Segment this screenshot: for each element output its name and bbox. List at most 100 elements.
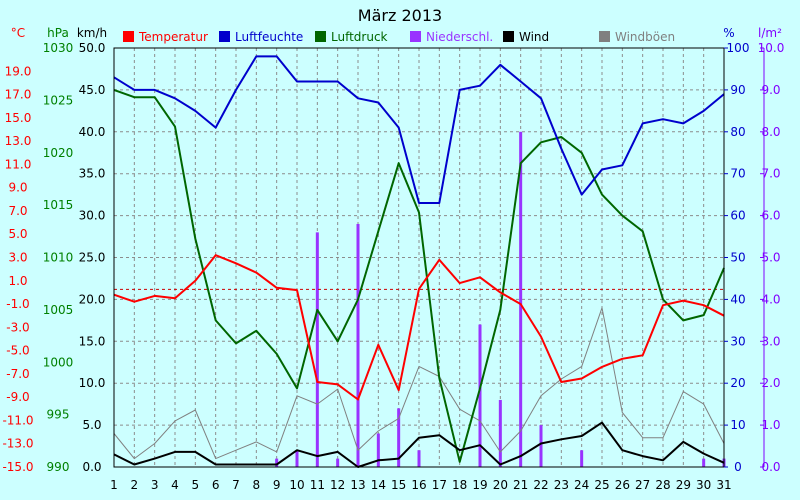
legend: Temperatur Luftfeuchte Luftdruck Niederschl… — [123, 30, 675, 44]
wind-tick-label-10: 0.0 — [82, 460, 101, 474]
x-tick-label-27: 27 — [635, 478, 650, 492]
x-tick-label-23: 23 — [554, 478, 569, 492]
rain-unit-label: l/m² — [758, 26, 782, 40]
hum-tick-label-5: 50 — [730, 251, 745, 265]
rain-bar-day-19 — [478, 324, 482, 467]
rain-bar-day-16 — [417, 450, 421, 467]
press-tick-label-4: 1010 — [43, 251, 74, 265]
rain-bar-day-22 — [539, 425, 543, 467]
series-line-temperatur — [113, 254, 725, 401]
legend-label-niederschl-: Niederschl. — [426, 30, 493, 44]
x-tick-label-10: 10 — [289, 478, 304, 492]
rain-bar-day-11 — [315, 232, 319, 467]
series-line-luftfeuchte — [113, 55, 725, 204]
temp-tick-label-11: -3.0 — [6, 320, 29, 334]
wind-tick-label-4: 30.0 — [79, 209, 106, 223]
x-tick-label-6: 6 — [212, 478, 220, 492]
wind-tick-label-9: 5.0 — [82, 418, 101, 432]
hum-tick-label-3: 70 — [730, 167, 745, 181]
x-tick-label-12: 12 — [330, 478, 345, 492]
temp-tick-label-16: -13.0 — [2, 437, 33, 451]
press-tick-label-6: 1000 — [43, 355, 74, 369]
wind-unit-label: km/h — [77, 26, 107, 40]
grid — [113, 47, 725, 468]
press-unit-label: hPa — [47, 26, 69, 40]
x-tick-label-2: 2 — [131, 478, 139, 492]
temp-tick-label-1: 17.0 — [5, 88, 32, 102]
temp-tick-label-13: -7.0 — [6, 367, 29, 381]
wind-tick-label-5: 25.0 — [79, 251, 106, 265]
rain-tick-label-4: 6.0 — [761, 209, 780, 223]
temp-unit-label: °C — [11, 26, 25, 40]
press-tick-label-0: 1030 — [43, 41, 74, 55]
series-line-wind — [113, 421, 725, 468]
x-tick-label-11: 11 — [310, 478, 325, 492]
hum-tick-label-2: 80 — [730, 125, 745, 139]
legend-label-luftfeuchte: Luftfeuchte — [235, 30, 303, 44]
rain-tick-label-7: 3.0 — [761, 334, 780, 348]
legend-swatch-wind — [503, 31, 514, 42]
legend-swatch-windb-en — [599, 31, 610, 42]
wind-tick-label-0: 50.0 — [79, 41, 106, 55]
x-tick-label-25: 25 — [594, 478, 609, 492]
temp-tick-label-17: -15.0 — [2, 460, 33, 474]
series-line-luftdruck — [113, 88, 725, 463]
press-tick-label-1: 1025 — [43, 93, 74, 107]
x-tick-label-3: 3 — [151, 478, 159, 492]
hum-tick-label-9: 10 — [730, 418, 745, 432]
rain-tick-label-1: 9.0 — [761, 83, 780, 97]
rain-bar-day-14 — [376, 433, 380, 467]
x-tick-label-7: 7 — [232, 478, 240, 492]
x-tick-label-16: 16 — [411, 478, 426, 492]
legend-label-wind: Wind — [519, 30, 549, 44]
legend-swatch-luftfeuchte — [219, 31, 230, 42]
press-tick-label-7: 995 — [47, 408, 70, 422]
chart-title: März 2013 — [358, 6, 442, 25]
temp-tick-label-10: -1.0 — [6, 297, 29, 311]
x-tick-label-30: 30 — [696, 478, 711, 492]
hum-tick-label-10: 0 — [734, 460, 742, 474]
rain-tick-label-10: 0.0 — [761, 460, 780, 474]
wind-tick-label-6: 20.0 — [79, 292, 106, 306]
x-axis: 1 2 3 4 5 6 7 8 9 10 11 12 13 14 15 16 17 18 19 20 21 22 23 24 2… — [110, 478, 731, 492]
wind-tick-label-2: 40.0 — [79, 125, 106, 139]
x-tick-label-17: 17 — [432, 478, 447, 492]
temp-tick-label-4: 11.0 — [5, 157, 32, 171]
rain-tick-label-5: 5.0 — [761, 251, 780, 265]
wind-tick-label-1: 45.0 — [79, 83, 106, 97]
series-line-windb-en — [113, 307, 725, 460]
hum-tick-label-0: 100 — [727, 41, 750, 55]
x-tick-label-9: 9 — [273, 478, 281, 492]
legend-swatch-luftdruck — [315, 31, 326, 42]
legend-swatch-temperatur — [123, 31, 134, 42]
legend-swatch-niederschl- — [410, 31, 421, 42]
hum-tick-label-8: 20 — [730, 376, 745, 390]
wind-tick-label-3: 35.0 — [79, 167, 106, 181]
x-tick-label-14: 14 — [371, 478, 386, 492]
x-tick-label-4: 4 — [171, 478, 179, 492]
temp-tick-label-14: -9.0 — [6, 390, 29, 404]
x-tick-label-18: 18 — [452, 478, 467, 492]
temp-tick-label-8: 3.0 — [8, 251, 27, 265]
rain-bar-day-15 — [397, 408, 401, 467]
x-tick-label-5: 5 — [192, 478, 200, 492]
x-tick-label-22: 22 — [533, 478, 548, 492]
x-tick-label-19: 19 — [472, 478, 487, 492]
axis-unit-labels: °C hPa km/h % l/m² — [11, 26, 782, 40]
x-tick-label-20: 20 — [493, 478, 508, 492]
x-tick-label-8: 8 — [253, 478, 261, 492]
press-tick-label-3: 1015 — [43, 198, 74, 212]
temp-tick-label-6: 7.0 — [8, 204, 27, 218]
x-tick-label-15: 15 — [391, 478, 406, 492]
wind-tick-label-7: 15.0 — [79, 334, 106, 348]
rain-tick-label-8: 2.0 — [761, 376, 780, 390]
temp-tick-label-2: 15.0 — [5, 111, 32, 125]
rain-bar-day-20 — [498, 399, 502, 467]
rain-bar-day-13 — [356, 223, 360, 467]
x-tick-label-21: 21 — [513, 478, 528, 492]
x-tick-label-24: 24 — [574, 478, 589, 492]
temp-tick-label-12: -5.0 — [6, 344, 29, 358]
temp-tick-label-5: 9.0 — [8, 181, 27, 195]
rain-bar-day-30 — [702, 458, 706, 467]
